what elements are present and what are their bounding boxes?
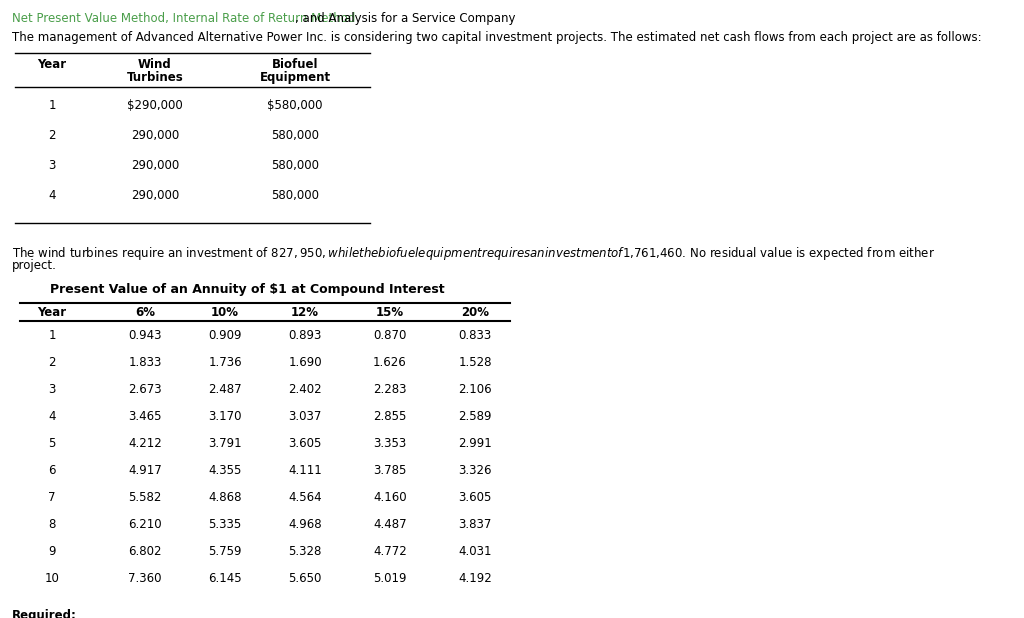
Text: 4.111: 4.111 bbox=[288, 464, 322, 477]
Text: 2.402: 2.402 bbox=[288, 383, 322, 396]
Text: 6%: 6% bbox=[135, 306, 155, 319]
Text: 0.909: 0.909 bbox=[208, 329, 242, 342]
Text: $290,000: $290,000 bbox=[127, 99, 183, 112]
Text: 580,000: 580,000 bbox=[271, 129, 319, 142]
Text: 0.893: 0.893 bbox=[289, 329, 322, 342]
Text: Turbines: Turbines bbox=[127, 71, 183, 84]
Text: 1.833: 1.833 bbox=[128, 356, 162, 369]
Text: 3.353: 3.353 bbox=[374, 437, 407, 450]
Text: 5.328: 5.328 bbox=[289, 545, 322, 558]
Text: Present Value of an Annuity of $1 at Compound Interest: Present Value of an Annuity of $1 at Com… bbox=[50, 283, 444, 296]
Text: project.: project. bbox=[12, 259, 57, 272]
Text: 3.605: 3.605 bbox=[459, 491, 492, 504]
Text: $580,000: $580,000 bbox=[267, 99, 323, 112]
Text: , and Analysis for a Service Company: , and Analysis for a Service Company bbox=[295, 12, 515, 25]
Text: 4.564: 4.564 bbox=[288, 491, 322, 504]
Text: 10%: 10% bbox=[211, 306, 239, 319]
Text: 4.031: 4.031 bbox=[459, 545, 492, 558]
Text: 4.917: 4.917 bbox=[128, 464, 162, 477]
Text: 3.605: 3.605 bbox=[289, 437, 322, 450]
Text: 15%: 15% bbox=[376, 306, 404, 319]
Text: 3.837: 3.837 bbox=[459, 518, 492, 531]
Text: 3: 3 bbox=[48, 159, 55, 172]
Text: 2: 2 bbox=[48, 356, 55, 369]
Text: 1.690: 1.690 bbox=[288, 356, 322, 369]
Text: 1: 1 bbox=[48, 329, 55, 342]
Text: 5: 5 bbox=[48, 437, 55, 450]
Text: 290,000: 290,000 bbox=[131, 129, 179, 142]
Text: 4: 4 bbox=[48, 189, 55, 202]
Text: 5.335: 5.335 bbox=[208, 518, 242, 531]
Text: 290,000: 290,000 bbox=[131, 159, 179, 172]
Text: 4.160: 4.160 bbox=[373, 491, 407, 504]
Text: 1: 1 bbox=[48, 99, 55, 112]
Text: 4.355: 4.355 bbox=[208, 464, 242, 477]
Text: 1.736: 1.736 bbox=[208, 356, 242, 369]
Text: Net Present Value Method, Internal Rate of Return Method: Net Present Value Method, Internal Rate … bbox=[12, 12, 355, 25]
Text: 0.943: 0.943 bbox=[128, 329, 162, 342]
Text: 3.465: 3.465 bbox=[128, 410, 162, 423]
Text: 8: 8 bbox=[48, 518, 55, 531]
Text: 580,000: 580,000 bbox=[271, 189, 319, 202]
Text: 10: 10 bbox=[45, 572, 59, 585]
Text: 0.833: 0.833 bbox=[459, 329, 492, 342]
Text: 3: 3 bbox=[48, 383, 55, 396]
Text: 5.759: 5.759 bbox=[208, 545, 242, 558]
Text: 2.283: 2.283 bbox=[374, 383, 407, 396]
Text: 4.212: 4.212 bbox=[128, 437, 162, 450]
Text: Year: Year bbox=[38, 306, 67, 319]
Text: 20%: 20% bbox=[461, 306, 489, 319]
Text: Year: Year bbox=[38, 58, 67, 71]
Text: 5.019: 5.019 bbox=[374, 572, 407, 585]
Text: Biofuel: Biofuel bbox=[271, 58, 318, 71]
Text: 5.650: 5.650 bbox=[289, 572, 322, 585]
Text: Wind: Wind bbox=[138, 58, 172, 71]
Text: 2.991: 2.991 bbox=[458, 437, 492, 450]
Text: 4.868: 4.868 bbox=[208, 491, 242, 504]
Text: 2.855: 2.855 bbox=[374, 410, 407, 423]
Text: 4.968: 4.968 bbox=[288, 518, 322, 531]
Text: 6.145: 6.145 bbox=[208, 572, 242, 585]
Text: 4.772: 4.772 bbox=[373, 545, 407, 558]
Text: The wind turbines require an investment of $827,950, while the biofuel equipment: The wind turbines require an investment … bbox=[12, 245, 935, 262]
Text: 2.673: 2.673 bbox=[128, 383, 162, 396]
Text: 0.870: 0.870 bbox=[374, 329, 407, 342]
Text: 580,000: 580,000 bbox=[271, 159, 319, 172]
Text: 2.589: 2.589 bbox=[459, 410, 492, 423]
Text: 2: 2 bbox=[48, 129, 55, 142]
Text: 4.192: 4.192 bbox=[458, 572, 492, 585]
Text: 12%: 12% bbox=[291, 306, 319, 319]
Text: 3.170: 3.170 bbox=[208, 410, 242, 423]
Text: The management of Advanced Alternative Power Inc. is considering two capital inv: The management of Advanced Alternative P… bbox=[12, 31, 982, 44]
Text: Required:: Required: bbox=[12, 609, 77, 618]
Text: 6.210: 6.210 bbox=[128, 518, 162, 531]
Text: 2.106: 2.106 bbox=[458, 383, 492, 396]
Text: 6.802: 6.802 bbox=[128, 545, 162, 558]
Text: 4: 4 bbox=[48, 410, 55, 423]
Text: 3.037: 3.037 bbox=[289, 410, 322, 423]
Text: 3.785: 3.785 bbox=[374, 464, 407, 477]
Text: 2.487: 2.487 bbox=[208, 383, 242, 396]
Text: 3.791: 3.791 bbox=[208, 437, 242, 450]
Text: 6: 6 bbox=[48, 464, 55, 477]
Text: 3.326: 3.326 bbox=[459, 464, 492, 477]
Text: 1.528: 1.528 bbox=[459, 356, 492, 369]
Text: 290,000: 290,000 bbox=[131, 189, 179, 202]
Text: 9: 9 bbox=[48, 545, 55, 558]
Text: 1.626: 1.626 bbox=[373, 356, 407, 369]
Text: 5.582: 5.582 bbox=[128, 491, 162, 504]
Text: 7: 7 bbox=[48, 491, 55, 504]
Text: 4.487: 4.487 bbox=[373, 518, 407, 531]
Text: 7.360: 7.360 bbox=[128, 572, 162, 585]
Text: Equipment: Equipment bbox=[259, 71, 331, 84]
